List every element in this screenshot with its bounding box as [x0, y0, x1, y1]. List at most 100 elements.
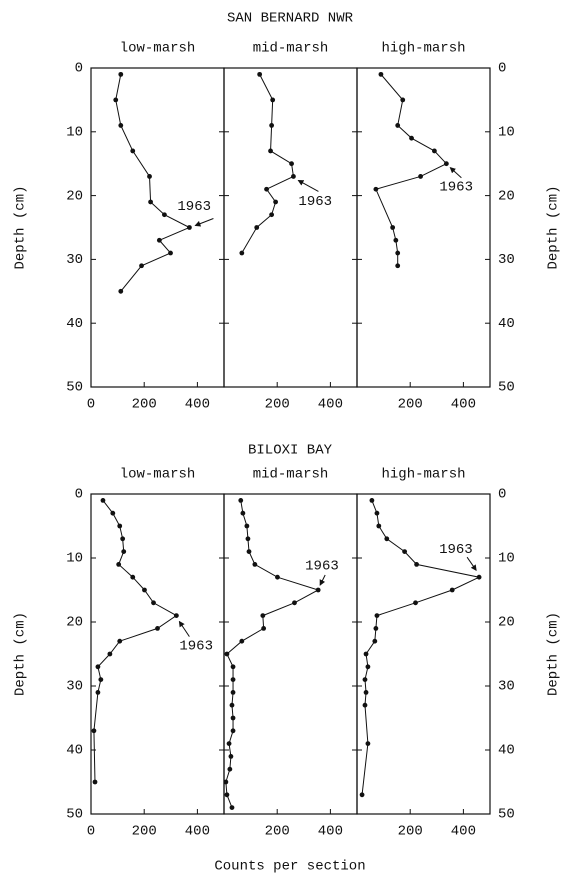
data-point [168, 250, 173, 256]
data-point [315, 587, 321, 593]
data-point [142, 587, 147, 593]
annotation-arrow [194, 218, 214, 227]
data-point [476, 574, 482, 580]
x-tick-label: 400 [318, 824, 343, 840]
y-tick-label: 30 [498, 679, 515, 695]
row-title: SAN BERNARD NWR [227, 11, 354, 27]
data-point [224, 651, 230, 657]
y-tick-label: 10 [498, 125, 515, 141]
y-tick-label: 0 [498, 61, 506, 77]
x-tick-label: 200 [132, 824, 157, 840]
y-axis-label: Depth (cm) [13, 612, 29, 696]
panel-title: low-marsh [120, 41, 196, 57]
data-point [402, 549, 408, 554]
panel-title: high-marsh [381, 41, 465, 57]
data-point [378, 71, 384, 77]
data-point [395, 263, 401, 269]
x-tick-label: 400 [451, 824, 476, 840]
y-tick-label: 0 [498, 487, 506, 503]
y-tick-label: 20 [66, 615, 83, 631]
data-point [273, 199, 279, 205]
data-point [413, 600, 418, 606]
x-tick-label: 400 [318, 397, 343, 413]
x-axis-label: Counts per section [214, 859, 365, 875]
data-point [257, 71, 263, 77]
data-point [187, 225, 192, 230]
data-point [228, 754, 234, 759]
data-point [120, 536, 126, 542]
y-tick-label: 50 [66, 380, 83, 396]
y-tick-label: 30 [66, 679, 83, 695]
data-point [384, 536, 390, 542]
x-tick-label: 200 [398, 397, 423, 413]
data-point [365, 664, 371, 670]
x-tick-label: 400 [185, 824, 210, 840]
data-point [117, 523, 123, 529]
annotation: 1963 [298, 194, 332, 210]
data-point [95, 690, 101, 695]
data-point [116, 562, 122, 567]
y-tick-label: 50 [498, 807, 515, 823]
y-axis-label: Depth (cm) [13, 185, 29, 269]
data-point [107, 651, 113, 657]
data-point [362, 702, 368, 708]
data-point [155, 626, 160, 631]
y-tick-label: 0 [75, 487, 83, 503]
data-point [393, 237, 399, 243]
data-point [418, 174, 423, 179]
y-axis-label: Depth (cm) [546, 185, 562, 269]
x-tick-label: 200 [265, 397, 290, 413]
y-tick-label: 10 [66, 125, 83, 141]
data-point [224, 792, 230, 798]
data-point [100, 498, 106, 503]
data-point [270, 97, 276, 103]
data-point [369, 498, 375, 503]
data-point [118, 288, 124, 294]
data-point [239, 250, 245, 256]
data-point [373, 186, 379, 192]
data-point [291, 174, 296, 179]
data-point [98, 677, 104, 682]
profile-line [225, 500, 320, 808]
x-tick-label: 200 [132, 397, 157, 413]
data-point [292, 600, 297, 606]
x-tick-label: 400 [451, 397, 476, 413]
data-point [95, 664, 101, 670]
data-point [275, 574, 280, 580]
panel-frame [90, 67, 225, 388]
data-point [118, 123, 124, 128]
data-point [409, 135, 414, 141]
data-point [359, 792, 365, 798]
data-point [244, 523, 250, 529]
annotation: 1963 [439, 542, 473, 558]
y-tick-label: 20 [498, 615, 515, 631]
y-tick-label: 40 [498, 316, 515, 332]
y-tick-label: 50 [66, 807, 83, 823]
profile-line [115, 74, 191, 292]
data-point [400, 97, 406, 103]
data-point [390, 225, 396, 230]
y-tick-label: 30 [66, 252, 83, 268]
data-point [229, 702, 235, 708]
data-point [443, 161, 449, 167]
panel-frame [356, 67, 491, 388]
data-point [130, 148, 136, 154]
data-point [151, 600, 156, 606]
data-point [432, 148, 437, 154]
y-tick-label: 20 [498, 188, 515, 204]
panel-frame [356, 493, 491, 815]
data-point [156, 237, 162, 243]
x-tick-label: 200 [265, 824, 290, 840]
panel-frame [223, 493, 358, 815]
data-point [252, 562, 258, 567]
data-point [113, 97, 119, 103]
y-tick-label: 10 [498, 551, 515, 567]
panel-title: low-marsh [120, 467, 196, 483]
data-point [230, 664, 236, 670]
data-point [226, 741, 232, 746]
data-point [254, 225, 260, 230]
annotation-arrow [449, 167, 462, 179]
data-point [246, 549, 252, 554]
panel-title: mid-marsh [253, 467, 329, 483]
